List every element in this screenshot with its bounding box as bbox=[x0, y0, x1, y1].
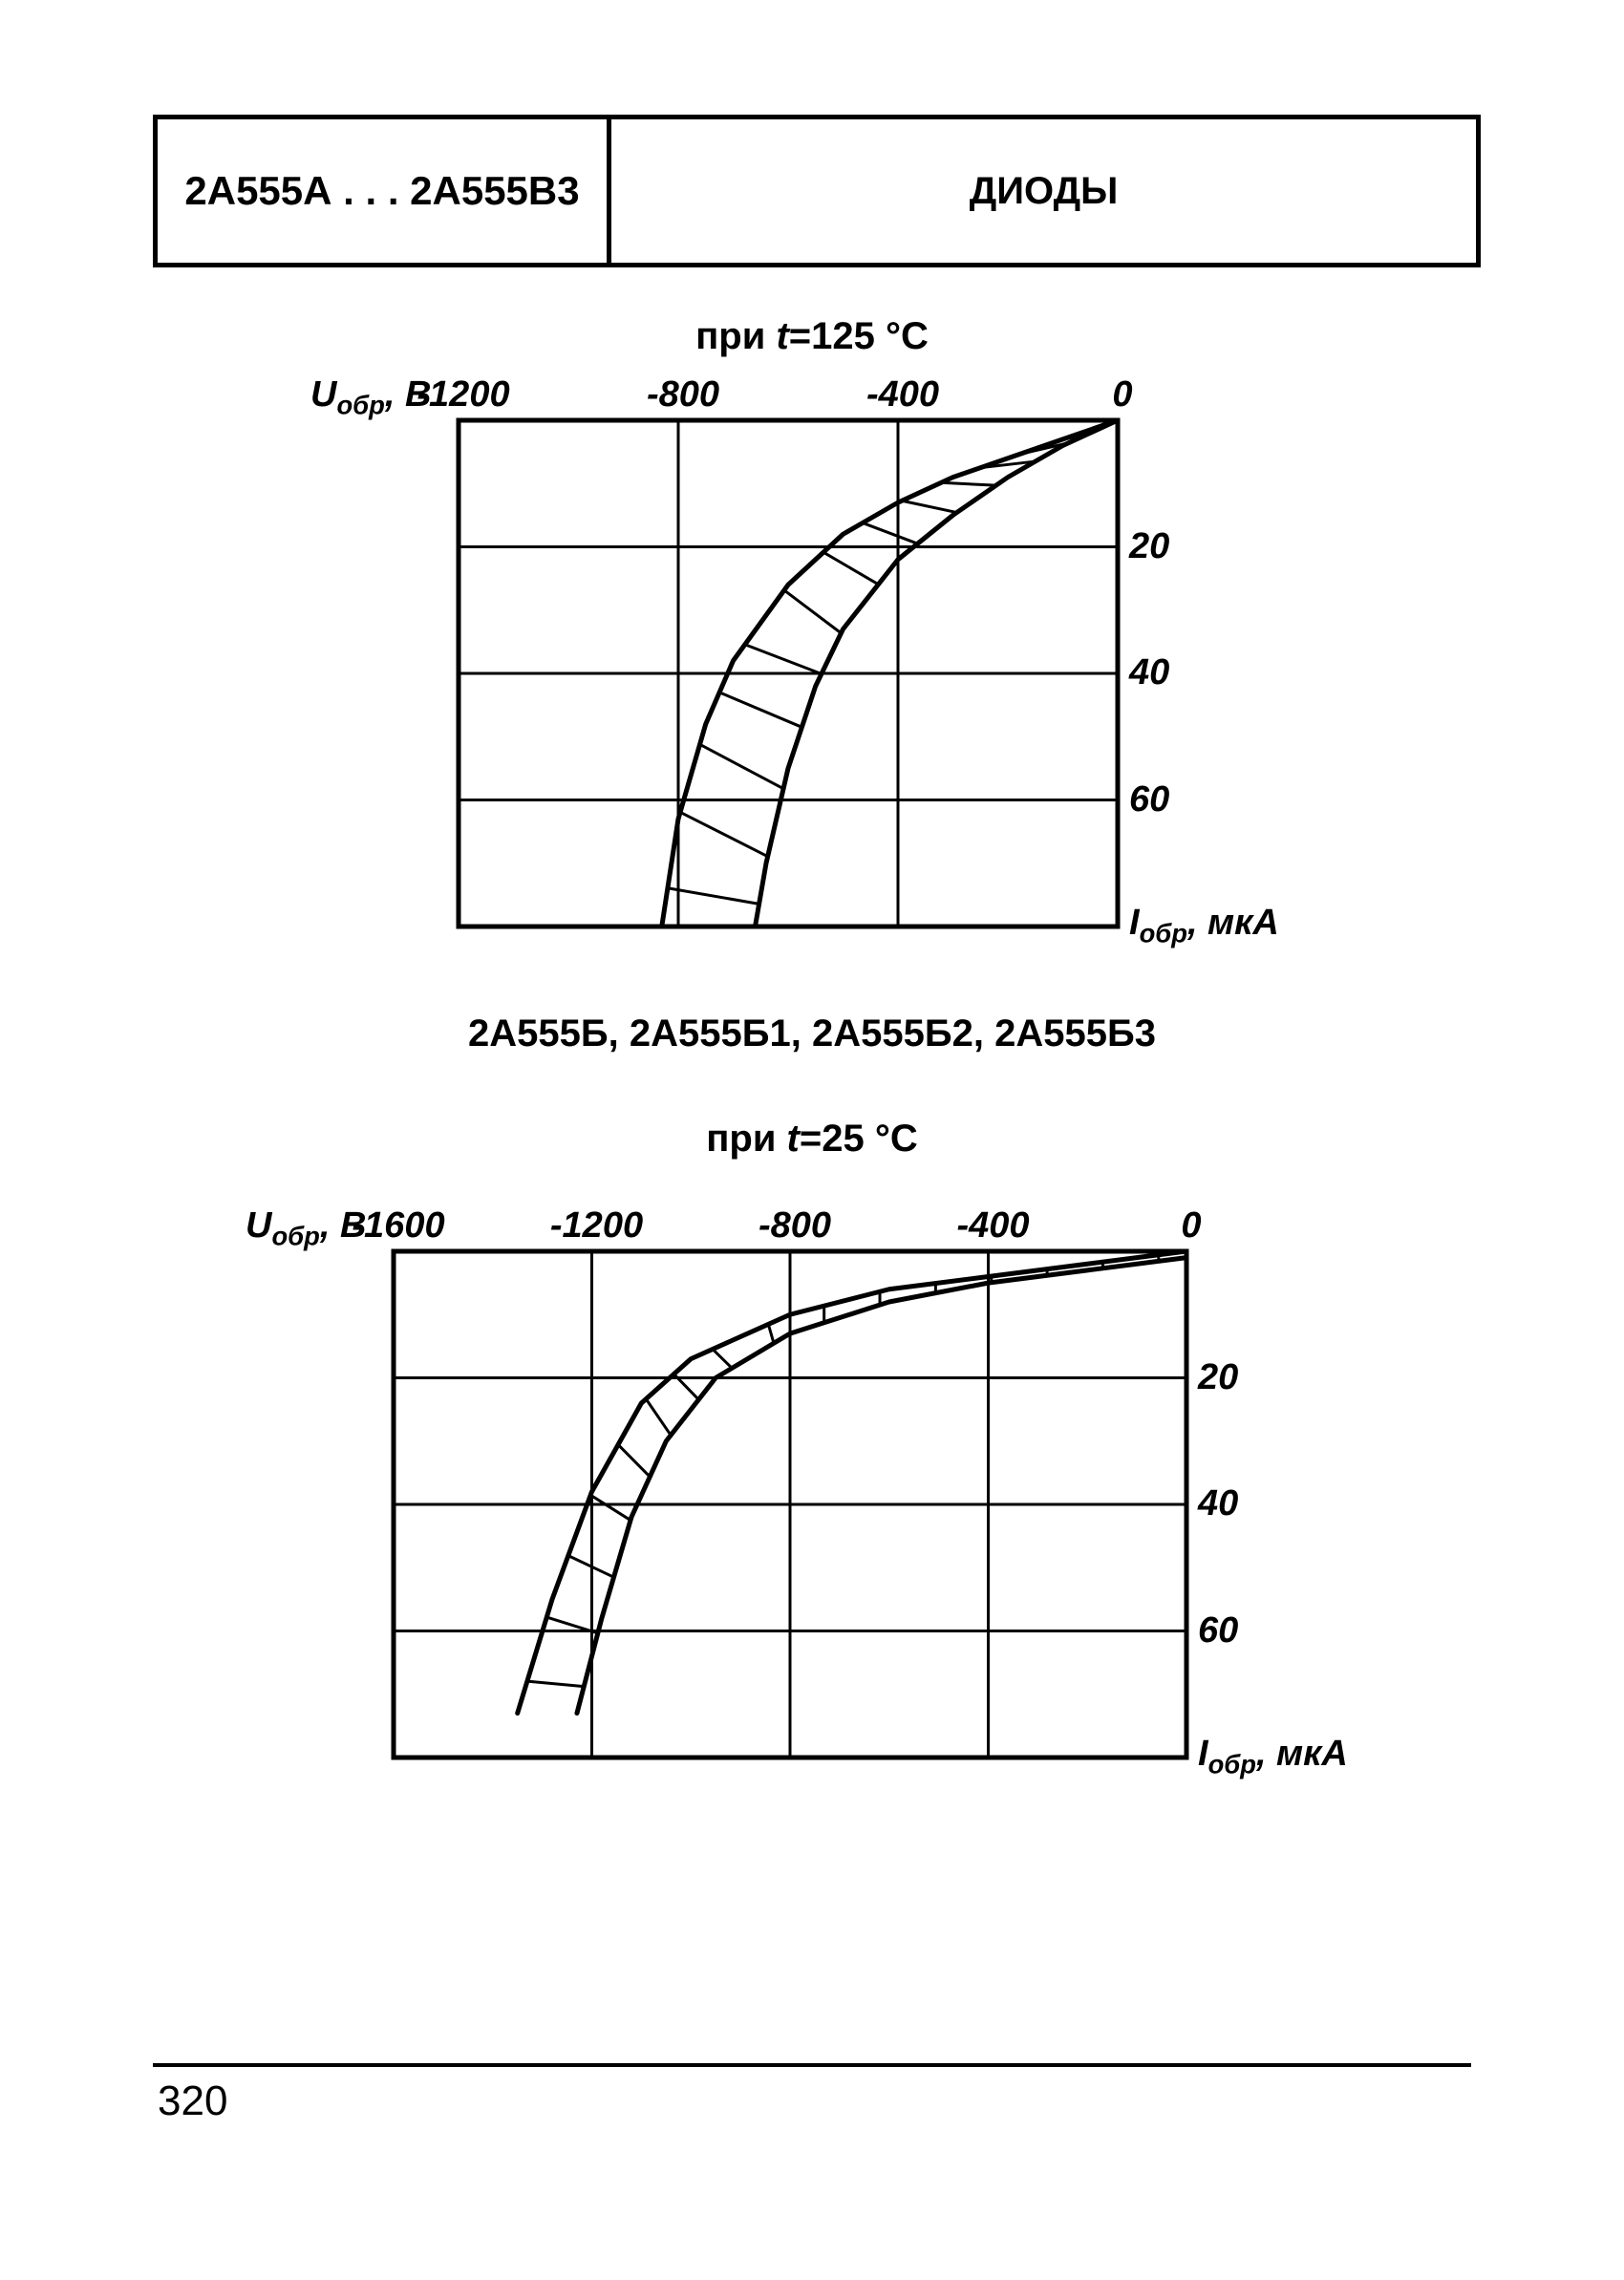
header-category: ДИОДЫ bbox=[611, 119, 1476, 263]
y-tick: 20 bbox=[1198, 1357, 1238, 1398]
chart1-caption-suffix: =125 °С bbox=[789, 315, 929, 357]
x-tick: -800 bbox=[630, 374, 736, 416]
page-root: 2А555А . . . 2А555В3 ДИОДЫ при t=125 °С … bbox=[0, 0, 1624, 2280]
page-number: 320 bbox=[158, 2078, 227, 2125]
y-tick: 40 bbox=[1129, 652, 1169, 693]
chart2-caption-suffix: =25 °С bbox=[800, 1118, 918, 1160]
chart1-plot bbox=[459, 420, 1118, 927]
y-tick: 20 bbox=[1129, 526, 1169, 567]
x-tick: -1200 bbox=[545, 1205, 650, 1247]
header-table: 2А555А . . . 2А555В3 ДИОДЫ bbox=[153, 115, 1481, 267]
chart1-caption-prefix: при bbox=[695, 315, 776, 357]
chart2-caption-var: t bbox=[787, 1118, 800, 1160]
chart2-caption-prefix: при bbox=[706, 1118, 786, 1160]
chart1-caption: при t=125 °С bbox=[0, 315, 1624, 358]
section-title: 2А555Б, 2А555Б1, 2А555Б2, 2А555Б3 bbox=[0, 1012, 1624, 1055]
x-tick: -800 bbox=[742, 1205, 847, 1247]
x-tick: -400 bbox=[850, 374, 955, 416]
chart2-y-axis-label: Iобр, мкА bbox=[1198, 1734, 1348, 1780]
chart2-plot bbox=[394, 1251, 1186, 1758]
chart1-x-axis-label: Uобр, В bbox=[310, 374, 431, 421]
y-tick: 60 bbox=[1198, 1610, 1238, 1651]
x-tick: 0 bbox=[1139, 1205, 1244, 1247]
chart1-caption-var: t bbox=[776, 315, 788, 357]
x-tick: -400 bbox=[941, 1205, 1046, 1247]
chart1-y-axis-label: Iобр, мкА bbox=[1129, 903, 1279, 949]
y-tick: 60 bbox=[1129, 779, 1169, 820]
header-part-number: 2А555А . . . 2А555В3 bbox=[158, 119, 611, 263]
y-tick: 40 bbox=[1198, 1483, 1238, 1524]
x-tick: 0 bbox=[1070, 374, 1175, 416]
chart2-x-axis-label: Uобр, В bbox=[246, 1205, 366, 1252]
chart2-caption: при t=25 °С bbox=[0, 1118, 1624, 1161]
footer-rule bbox=[153, 2063, 1471, 2067]
